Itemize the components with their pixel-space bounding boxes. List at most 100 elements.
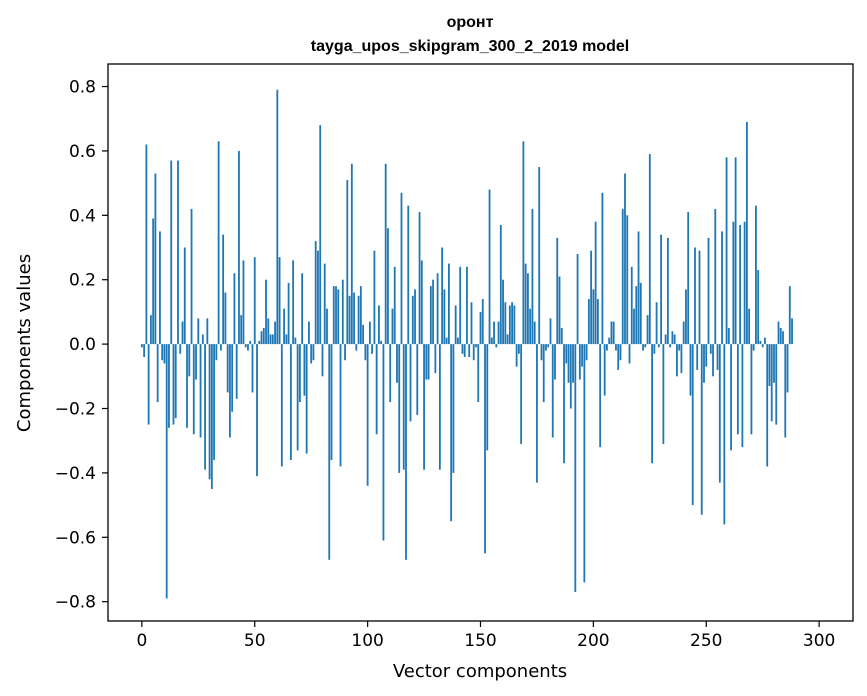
bar-109 — [387, 228, 389, 345]
bar-1 — [143, 344, 146, 357]
bar-260 — [727, 328, 730, 345]
bar-174 — [533, 321, 536, 345]
bar-131 — [436, 273, 439, 345]
bar-12 — [168, 344, 170, 428]
bar-91 — [346, 179, 349, 345]
bar-190 — [569, 344, 572, 409]
bar-219 — [635, 286, 638, 345]
bar-117 — [405, 344, 407, 560]
bar-20 — [186, 344, 188, 428]
bar-127 — [427, 344, 430, 380]
y-tick-label: 0.0 — [69, 335, 96, 355]
bar-284 — [782, 331, 784, 345]
x-tick-label: 200 — [577, 631, 609, 651]
bar-97 — [359, 286, 362, 345]
bar-47 — [247, 344, 249, 351]
bar-255 — [716, 344, 719, 370]
bar-256 — [718, 344, 721, 483]
y-tick-label: 0.4 — [69, 206, 96, 226]
bar-176 — [538, 167, 541, 345]
bar-130 — [434, 344, 437, 374]
bar-23 — [192, 344, 195, 435]
bar-88 — [339, 344, 342, 467]
bar-77 — [314, 241, 317, 345]
bar-269 — [748, 308, 751, 345]
bar-245 — [694, 247, 696, 345]
bar-18 — [181, 321, 184, 345]
bar-123 — [418, 212, 421, 345]
bar-283 — [779, 328, 782, 345]
bar-199 — [590, 250, 593, 345]
bar-155 — [490, 337, 493, 345]
bar-216 — [628, 344, 631, 364]
bar-39 — [229, 344, 231, 438]
y-tick-label: 0.6 — [69, 142, 96, 162]
bar-82 — [326, 308, 328, 345]
bar-239 — [680, 344, 683, 374]
bar-5 — [152, 218, 155, 345]
bar-53 — [260, 331, 263, 345]
bar-213 — [621, 208, 624, 345]
bar-63 — [283, 308, 285, 345]
bar-87 — [337, 289, 340, 345]
bar-212 — [619, 344, 622, 361]
bar-181 — [549, 318, 552, 345]
bar-65 — [287, 282, 290, 345]
bar-192 — [574, 344, 577, 593]
bar-258 — [723, 344, 726, 525]
bar-128 — [429, 286, 432, 345]
bar-62 — [280, 344, 283, 467]
bar-55 — [265, 279, 267, 345]
bar-81 — [323, 263, 326, 345]
chart-subtitle: tayga_upos_skipgram_300_2_2019 model — [311, 38, 629, 55]
x-tick-label: 0 — [136, 631, 147, 651]
bar-169 — [522, 141, 525, 345]
y-tick-label: −0.6 — [55, 528, 96, 548]
bar-225 — [648, 154, 651, 345]
bar-262 — [732, 221, 735, 345]
bar-237 — [676, 344, 678, 377]
bar-56 — [267, 318, 270, 345]
bar-44 — [240, 315, 243, 345]
bar-11 — [165, 344, 168, 599]
bar-69 — [296, 344, 299, 451]
bar-89 — [341, 279, 344, 345]
y-tick-label: −0.8 — [55, 593, 96, 613]
bar-90 — [344, 344, 346, 361]
bar-226 — [651, 344, 653, 464]
bar-153 — [486, 344, 489, 451]
bar-228 — [655, 302, 658, 345]
bar-138 — [452, 344, 455, 473]
bar-132 — [438, 344, 441, 470]
bar-71 — [301, 273, 304, 345]
bar-242 — [687, 212, 690, 345]
bar-92 — [348, 295, 351, 345]
bar-152 — [484, 344, 486, 554]
bar-168 — [520, 344, 523, 444]
bar-267 — [743, 221, 746, 345]
bar-276 — [764, 337, 766, 345]
y-tick-label: 0.2 — [69, 271, 96, 291]
bar-115 — [400, 192, 403, 345]
bar-2 — [145, 144, 148, 345]
bar-278 — [768, 344, 771, 386]
bar-222 — [642, 344, 644, 351]
bar-137 — [450, 344, 453, 522]
bar-36 — [222, 234, 225, 345]
bar-172 — [529, 308, 532, 345]
bar-19 — [183, 247, 186, 345]
bar-147 — [472, 344, 475, 361]
bar-118 — [407, 205, 410, 345]
bar-31 — [210, 344, 213, 489]
bar-61 — [278, 257, 281, 345]
bar-104 — [375, 344, 378, 435]
bar-99 — [364, 344, 367, 361]
bar-142 — [461, 344, 464, 354]
bar-257 — [721, 231, 723, 345]
bar-59 — [274, 321, 276, 345]
bar-10 — [163, 344, 166, 364]
bar-60 — [276, 89, 279, 345]
bar-200 — [592, 289, 595, 345]
bar-136 — [447, 263, 450, 345]
